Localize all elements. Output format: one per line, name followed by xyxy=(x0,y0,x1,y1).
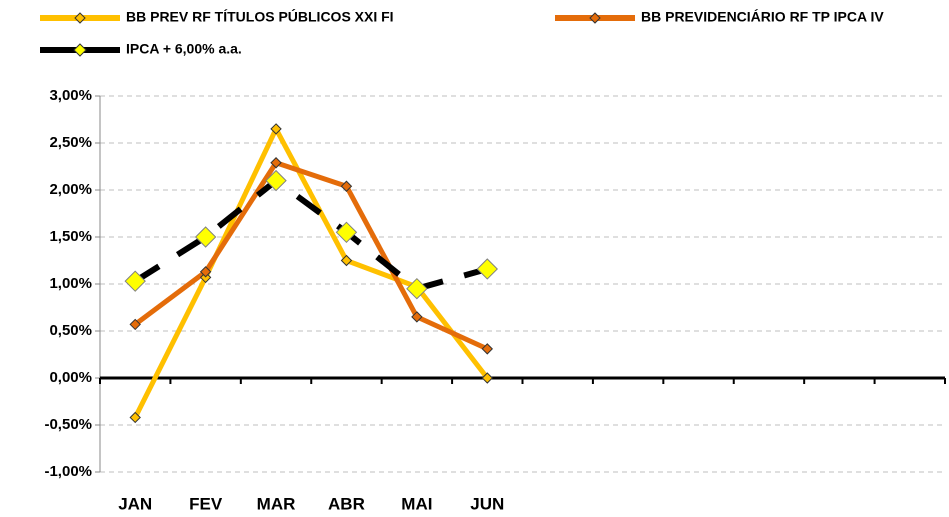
legend-label: BB PREV RF TÍTULOS PÚBLICOS XXI FI xyxy=(126,8,394,25)
marker xyxy=(194,226,217,248)
marker xyxy=(340,254,353,267)
y-tick-label: 2,00% xyxy=(49,181,92,198)
y-tick-label: -1,00% xyxy=(44,463,92,480)
y-tick-label: 0,00% xyxy=(49,369,92,386)
marker xyxy=(406,277,428,300)
marker xyxy=(124,270,146,292)
y-tick-label: -0,50% xyxy=(44,416,92,433)
series-line xyxy=(132,126,490,419)
marker xyxy=(129,318,141,331)
legend-marker xyxy=(589,12,601,24)
marker xyxy=(411,311,423,323)
y-tick-label: 2,50% xyxy=(49,134,92,151)
marker xyxy=(476,258,498,280)
y-tick-label: 3,00% xyxy=(49,87,92,104)
legend-label: IPCA + 6,00% a.a. xyxy=(126,41,242,57)
x-tick-label: MAR xyxy=(257,494,296,513)
series-line xyxy=(133,160,489,352)
marker xyxy=(129,411,141,424)
marker xyxy=(265,169,287,192)
marker xyxy=(335,221,358,244)
legend-marker xyxy=(73,43,87,57)
marker xyxy=(270,157,282,169)
series-line xyxy=(133,177,489,292)
x-tick-label: JUN xyxy=(470,494,504,513)
x-tick-label: ABR xyxy=(328,494,365,513)
x-tick-label: MAI xyxy=(401,494,432,513)
legend-label: BB PREVIDENCIÁRIO RF TP IPCA IV xyxy=(641,9,884,25)
x-tick-label: FEV xyxy=(189,494,223,513)
marker xyxy=(481,343,493,355)
marker xyxy=(340,180,353,192)
y-tick-label: 1,00% xyxy=(49,275,92,292)
y-tick-label: 1,50% xyxy=(49,228,92,245)
x-tick-label: JAN xyxy=(118,494,152,513)
marker xyxy=(270,123,282,135)
marker xyxy=(481,372,493,384)
legend-marker xyxy=(74,12,86,24)
marker xyxy=(199,266,212,278)
y-tick-label: 0,50% xyxy=(49,322,92,339)
